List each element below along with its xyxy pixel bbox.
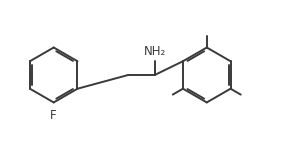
Text: F: F bbox=[49, 109, 56, 122]
Text: NH₂: NH₂ bbox=[144, 45, 166, 58]
